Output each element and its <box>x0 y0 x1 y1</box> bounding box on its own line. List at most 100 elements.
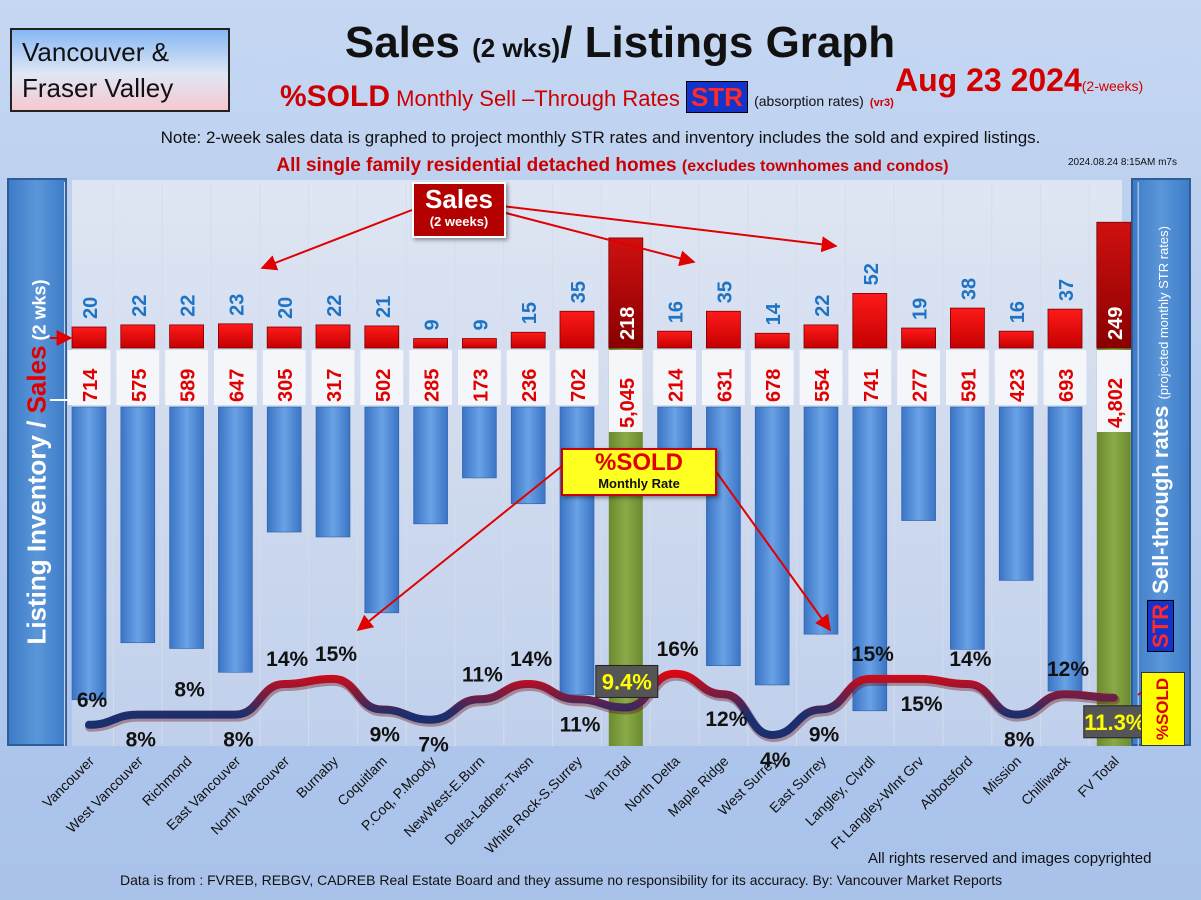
sales-value-label: 19 <box>910 298 932 320</box>
sold-callout-title: %SOLD <box>594 449 683 476</box>
str-value-label: 8% <box>126 729 157 752</box>
total-str-box <box>595 664 659 698</box>
str-value-label: 8% <box>1004 729 1035 752</box>
sales-bar-east-vancouver <box>217 323 253 349</box>
inventory-bar-west-surrey <box>754 406 790 686</box>
inventory-label-cell <box>116 350 160 405</box>
inventory-bar-burnaby <box>315 406 351 538</box>
sales-bar-coquitlam <box>364 325 400 349</box>
sales-value-label: 9 <box>470 319 492 330</box>
str-value-label: 12% <box>705 708 747 731</box>
callout-arrow <box>711 465 831 632</box>
inventory-value-label: 423 <box>1007 369 1029 402</box>
str-value-label: 6% <box>77 689 108 712</box>
str-value-label: 14% <box>266 648 308 671</box>
date-value: Aug 23 2024 <box>895 62 1082 98</box>
sales-value-label: 249 <box>1105 307 1127 340</box>
inventory-label-cell <box>897 350 940 405</box>
inventory-value-label: 693 <box>1056 369 1078 402</box>
sales-bar-west-surrey <box>754 332 790 349</box>
sales-value-label: 218 <box>617 307 639 340</box>
str-value-label: 8% <box>174 679 205 702</box>
title-rest: / Listings Graph <box>560 18 896 67</box>
total-str-label: 9.4% <box>602 669 652 694</box>
sales-bar-p-coq-p-moody <box>413 338 449 349</box>
sold-str-label: %SOLD <box>1141 672 1185 746</box>
sales-value-label: 35 <box>568 281 590 303</box>
right-axis-panel: STR Sell-through rates (projected monthl… <box>1131 178 1191 746</box>
inventory-value-label: 702 <box>568 369 590 402</box>
inventory-label-cell <box>506 350 550 405</box>
timestamp: 2024.08.24 8:15AM m7s <box>1068 157 1177 168</box>
subtitle-text: Monthly Sell –Through Rates <box>390 86 686 111</box>
inventory-bar-mission <box>998 406 1034 581</box>
sales-value-label: 37 <box>1056 279 1078 301</box>
single-family-exclusion: (excludes townhomes and condos) <box>681 158 949 175</box>
sales-bar-burnaby <box>315 324 351 349</box>
str-value-label: 4% <box>760 749 791 772</box>
subtitle-version: (vr3) <box>869 97 894 109</box>
sales-value-label: 38 <box>958 278 980 300</box>
inventory-value-label: 714 <box>80 368 102 402</box>
single-family-text: All single family residential detached h… <box>276 155 682 176</box>
category-label: White Rock-S.Surrey <box>481 753 585 857</box>
inventory-label-band <box>67 350 1131 432</box>
inventory-bar-east-surrey <box>803 406 839 635</box>
inventory-value-label: 277 <box>910 369 932 402</box>
callout-arrow <box>356 465 563 632</box>
str-labels: 6%8%8%8%14% 15%9% 7%11%14%11%9.4%16%12%4%9… <box>77 638 1147 772</box>
sales-value-label: 14 <box>763 302 785 325</box>
sales-value-label: 15 <box>519 302 541 324</box>
inventory-bar-vancouver <box>71 406 107 701</box>
sales-bar-delta-ladner-twsn <box>510 331 546 349</box>
inventory-value-label: 589 <box>178 369 200 402</box>
inventory-value-label: 591 <box>958 369 980 402</box>
date-note: (2-weeks) <box>1081 78 1144 94</box>
inventory-value-label: 678 <box>763 369 785 402</box>
str-line-path <box>85 669 1118 740</box>
inventory-bar-richmond <box>169 406 204 649</box>
inventory-bars <box>71 406 1083 712</box>
total-str-label: 11.3% <box>1084 710 1145 735</box>
str-value-label: 7% <box>418 734 449 757</box>
sales-value-label: 22 <box>178 295 200 317</box>
inventory-label-cell <box>214 350 257 405</box>
sales-bar-abbotsford <box>950 307 985 349</box>
inventory-value-label: 741 <box>861 369 883 402</box>
gridlines <box>64 182 1139 746</box>
inventory-label-cell <box>799 350 843 405</box>
sales-value-label: 22 <box>129 295 151 317</box>
sales-bar-north-vancouver <box>266 326 302 349</box>
category-label: Mission <box>979 753 1024 798</box>
category-label: Burnaby <box>293 753 341 801</box>
str-line <box>85 669 1120 743</box>
inventory-label-cell <box>458 350 501 405</box>
copyright-notice: All rights reserved and images copyright… <box>868 850 1152 867</box>
sales-value-label: 9 <box>422 319 444 330</box>
inventory-bar-maple-ridge <box>706 406 741 667</box>
inventory-bar-langley-clvrdl <box>852 406 888 712</box>
inventory-value-label: 214 <box>666 368 688 402</box>
str-value-label: 9% <box>370 724 401 747</box>
property-type-note: All single family residential detached h… <box>0 155 1201 177</box>
data-source-note: Data is from : FVREB, REBGV, CADREB Real… <box>120 872 1003 888</box>
region-label-box: Vancouver & Fraser Valley <box>10 28 230 112</box>
sales-bar-maple-ridge <box>706 310 741 349</box>
sales-bar-west-vancouver <box>120 324 156 349</box>
sales-value-label: 20 <box>80 297 102 319</box>
sales-bar-white-rock-s-surrey <box>559 310 595 349</box>
sales-bar-chilliwack <box>1047 308 1083 349</box>
inventory-value-label: 647 <box>226 369 248 402</box>
callout-arrow <box>501 211 696 267</box>
inventory-label-cell <box>165 350 208 405</box>
category-label: Delta-Ladner-Twsn <box>441 753 536 848</box>
sold-callout-subtitle: Monthly Rate <box>598 476 680 491</box>
region-line-2: Fraser Valley <box>22 73 174 103</box>
inventory-value-label: 631 <box>714 369 736 402</box>
value-labels: 20 714 22 575 22 589 23 647 20 305 22 317 21 502 9 285 9… <box>80 263 1127 428</box>
inventory-label-cell <box>848 350 892 405</box>
sales-value-label: 22 <box>812 295 834 317</box>
inventory-label-cell <box>67 350 111 405</box>
sales-callout: Sales (2 weeks) <box>412 182 506 238</box>
